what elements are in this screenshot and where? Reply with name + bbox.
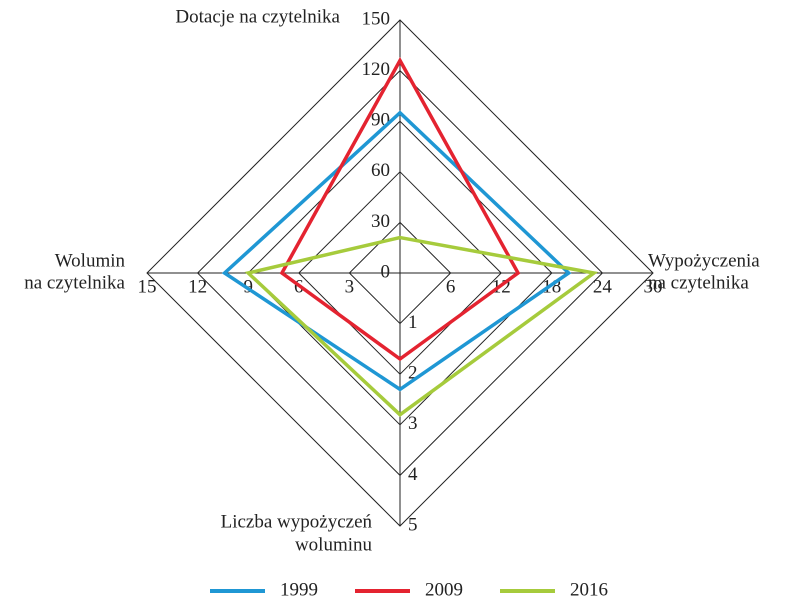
tick-label: 1 — [408, 312, 418, 333]
series-line — [221, 110, 572, 392]
tick-label: 2 — [408, 363, 418, 384]
tick-label: 6 — [446, 276, 456, 297]
series-line — [244, 235, 599, 417]
axis-name: Dotacje na czytelnika — [175, 6, 340, 27]
axis-name: na czytelnika — [648, 272, 749, 293]
legend-label: 2009 — [425, 579, 463, 600]
tick-label: 120 — [362, 59, 391, 80]
legend-label: 2016 — [570, 579, 608, 600]
axis-name: woluminu — [295, 534, 373, 555]
axis-name: na czytelnika — [24, 272, 125, 293]
series-line — [279, 56, 521, 362]
tick-label: 4 — [408, 464, 418, 485]
tick-label: 15 — [138, 276, 157, 297]
tick-label: 3 — [345, 276, 355, 297]
tick-label: 5 — [408, 514, 418, 535]
tick-label: 30 — [644, 276, 663, 297]
legend-label: 1999 — [280, 579, 318, 600]
tick-label: 0 — [381, 261, 391, 282]
tick-label: 30 — [371, 211, 390, 232]
tick-label: 60 — [371, 160, 390, 181]
axis-name: Wypożyczenia — [648, 250, 760, 271]
tick-label: 24 — [593, 276, 613, 297]
axis-name: Liczba wypożyczeń — [221, 511, 373, 532]
tick-label: 3 — [408, 413, 418, 434]
tick-label: 12 — [188, 276, 207, 297]
tick-label: 150 — [362, 8, 391, 29]
tick-label: 90 — [371, 110, 390, 131]
axis-name: Wolumin — [55, 250, 126, 271]
